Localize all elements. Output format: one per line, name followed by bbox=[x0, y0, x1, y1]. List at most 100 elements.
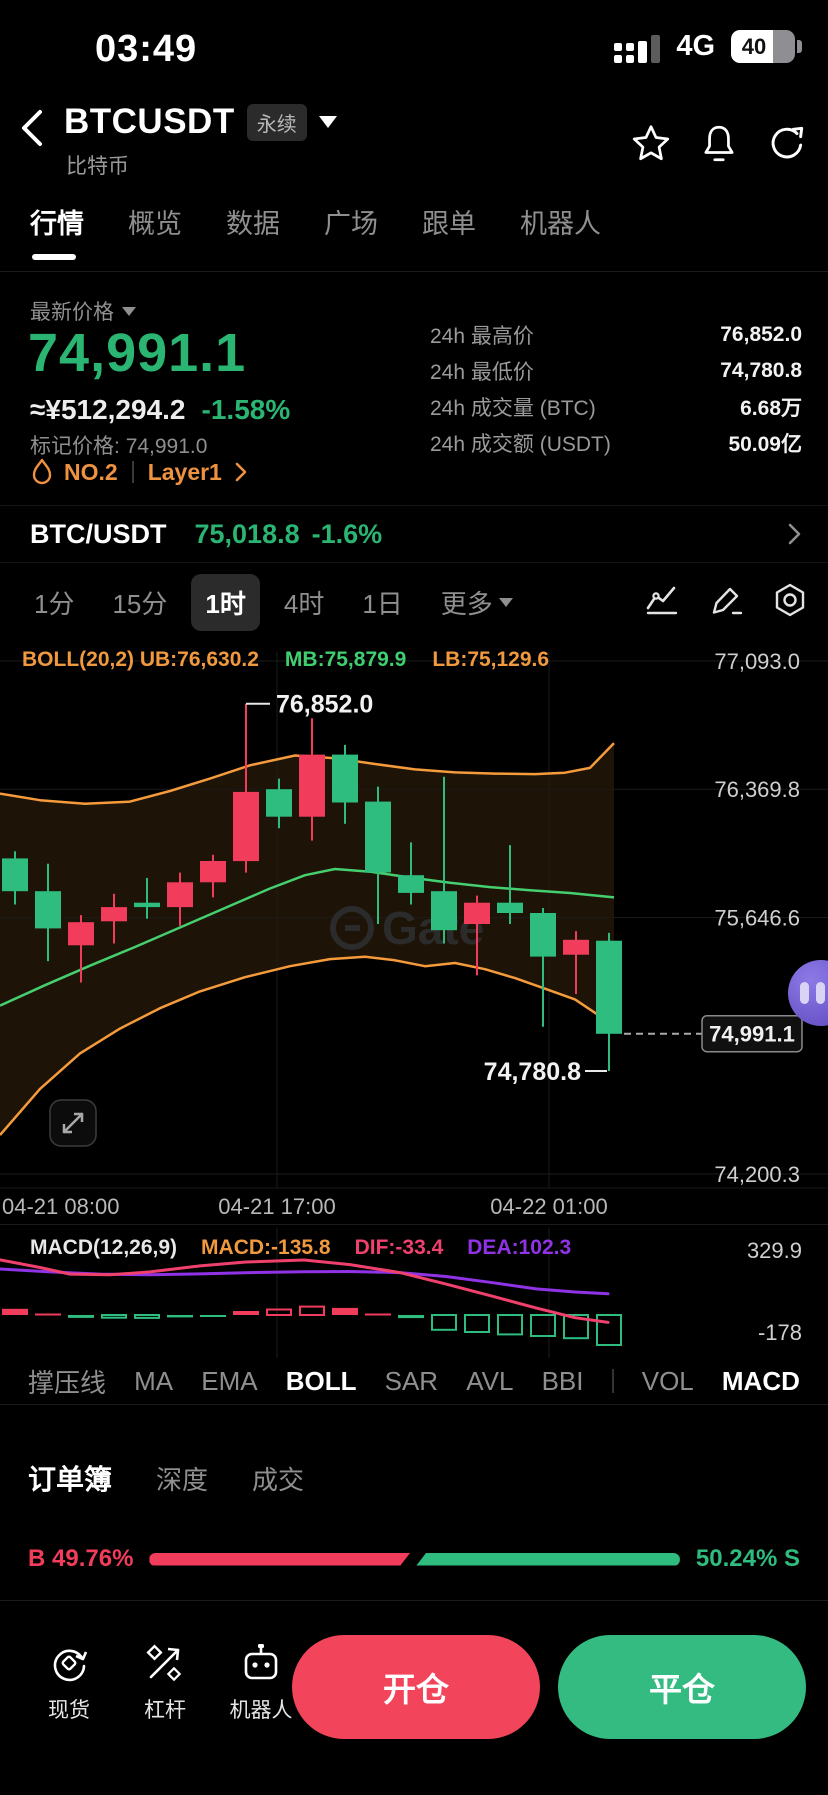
caret-down-icon bbox=[122, 306, 136, 316]
rank-badge: NO.2 bbox=[64, 458, 118, 485]
nav-tab-2[interactable]: 数据 bbox=[226, 209, 280, 239]
stat-label: 24h 成交量 (BTC) bbox=[430, 396, 596, 420]
mark-price: 标记价格: 74,991.0 bbox=[30, 435, 208, 458]
back-icon[interactable] bbox=[16, 106, 52, 150]
fiat-value: ≈¥512,294.2 bbox=[30, 394, 186, 425]
footer-item-1[interactable]: 杠杆 bbox=[120, 1640, 210, 1724]
divider bbox=[0, 271, 828, 272]
symbol-title[interactable]: BTCUSDT 永续 bbox=[64, 102, 337, 142]
caret-down-icon[interactable] bbox=[318, 116, 337, 128]
timeframe-tab-3[interactable]: 4时 bbox=[283, 589, 325, 619]
chevron-right-icon bbox=[235, 462, 247, 482]
footer-item-2[interactable]: 机器人 bbox=[216, 1640, 306, 1724]
indicator-tab-0[interactable]: 撑压线 bbox=[28, 1367, 107, 1398]
svg-text:76,852.0: 76,852.0 bbox=[276, 691, 373, 719]
status-icons: 4G 40 bbox=[614, 30, 802, 63]
robot-icon bbox=[244, 1644, 278, 1680]
stat-value: 74,780.8 bbox=[720, 358, 802, 382]
latest-price-selector[interactable]: 最新价格 bbox=[30, 296, 136, 326]
tab-group-divider bbox=[611, 1369, 614, 1393]
macd-legend: MACD(12,26,9) MACD:-135.8 DIF:-33.4 DEA:… bbox=[30, 1236, 571, 1260]
indicator-tab-7[interactable]: VOL bbox=[641, 1365, 694, 1396]
indicator-tab-4[interactable]: SAR bbox=[384, 1365, 439, 1396]
orderbook-tab-0[interactable]: 订单簿 bbox=[28, 1464, 113, 1495]
divider bbox=[0, 1224, 828, 1225]
svg-text:77,093.0: 77,093.0 bbox=[714, 649, 800, 674]
latest-price-label: 最新价格 bbox=[30, 301, 114, 324]
stat-label: 24h 成交额 (USDT) bbox=[430, 432, 611, 456]
star-icon[interactable] bbox=[630, 122, 672, 164]
svg-text:75,646.6: 75,646.6 bbox=[714, 906, 800, 931]
timeframe-tab-2[interactable]: 1时 bbox=[191, 574, 260, 631]
timeframe-tabs: 1分 15分 1时 4时 1日 更多 bbox=[20, 574, 527, 631]
timeframe-tab-4[interactable]: 1日 bbox=[362, 589, 403, 619]
indicator-tab-5[interactable]: AVL bbox=[466, 1365, 514, 1396]
timeframe-tab-5[interactable]: 更多 bbox=[427, 574, 527, 631]
spot-change: -1.6% bbox=[311, 518, 383, 549]
macd-params: MACD(12,26,9) bbox=[30, 1236, 178, 1259]
macd-pane[interactable]: MACD(12,26,9) MACD:-135.8 DIF:-33.4 DEA:… bbox=[0, 1228, 828, 1363]
indicator-tabs: 撑压线 MA EMA BOLL SAR AVL BBI VOL MACD bbox=[28, 1360, 800, 1402]
stats-24h: 24h 最高价 76,852.0 24h 最低价 74,780.8 24h 成交量 (B… bbox=[430, 320, 802, 464]
flame-icon bbox=[32, 458, 52, 485]
stat-row-2: 24h 成交量 (BTC) 6.68万 bbox=[430, 392, 802, 421]
svg-text:74,780.8: 74,780.8 bbox=[484, 1058, 581, 1086]
macd-value: MACD:-135.8 bbox=[201, 1236, 331, 1259]
tag-label: Layer1 bbox=[147, 458, 222, 485]
divider bbox=[0, 1600, 828, 1601]
rank-row[interactable]: NO.2 Layer1 bbox=[30, 458, 250, 486]
trend-icon[interactable] bbox=[644, 582, 680, 618]
leverage-icon bbox=[146, 1644, 182, 1682]
boll-mb: MB:75,879.9 bbox=[284, 648, 407, 671]
caret-down-icon bbox=[498, 598, 513, 607]
indicator-tab-6[interactable]: BBI bbox=[541, 1365, 584, 1396]
header-actions bbox=[630, 122, 808, 164]
symbol: BTCUSDT bbox=[64, 102, 235, 141]
stat-value: 50.09亿 bbox=[728, 432, 802, 456]
timeframe-tab-1[interactable]: 15分 bbox=[112, 589, 168, 619]
boll-lb: LB:75,129.6 bbox=[432, 648, 550, 671]
footer-item-0[interactable]: 现货 bbox=[24, 1640, 114, 1724]
macd-axis-top: 329.9 bbox=[746, 1238, 802, 1263]
indicator-tab-3[interactable]: BOLL bbox=[285, 1365, 357, 1396]
nav-tab-3[interactable]: 广场 bbox=[324, 209, 378, 239]
refresh-icon[interactable] bbox=[766, 122, 808, 164]
indicator-tab-2[interactable]: EMA bbox=[201, 1365, 258, 1396]
signal-icon bbox=[614, 31, 661, 63]
chart-tools bbox=[644, 582, 808, 618]
contract-badge: 永续 bbox=[246, 103, 307, 141]
stat-row-0: 24h 最高价 76,852.0 bbox=[430, 320, 802, 349]
nav-tab-4[interactable]: 跟单 bbox=[422, 209, 476, 239]
fiat-row: ≈¥512,294.2 -1.58% bbox=[30, 394, 290, 426]
clock: 03:49 bbox=[95, 28, 198, 70]
spot-price: 75,018.8 bbox=[194, 518, 300, 549]
footer-item-label: 现货 bbox=[48, 1699, 90, 1722]
orderbook-tab-1[interactable]: 深度 bbox=[156, 1464, 209, 1495]
candlestick-chart[interactable]: Gate 76,852.0 74,780.8 74,991.1 77,093.0 76,3… bbox=[0, 556, 828, 1228]
last-price: 74,991.1 bbox=[28, 323, 247, 383]
open-position-button[interactable]: 开仓 bbox=[292, 1635, 540, 1739]
orderbook-tabs: 订单簿 深度 成交 bbox=[28, 1458, 304, 1498]
footer-item-label: 杠杆 bbox=[144, 1699, 186, 1722]
bell-icon[interactable] bbox=[698, 122, 740, 164]
boll-ub: BOLL(20,2) UB:76,630.2 bbox=[22, 648, 259, 671]
close-position-button[interactable]: 平仓 bbox=[558, 1635, 806, 1739]
change-24h: -1.58% bbox=[201, 394, 291, 425]
edit-icon[interactable] bbox=[708, 582, 744, 618]
nav-tab-5[interactable]: 机器人 bbox=[520, 209, 601, 239]
active-tab-underline bbox=[32, 254, 76, 260]
nav-tab-1[interactable]: 概览 bbox=[128, 209, 182, 239]
orderbook-tab-2[interactable]: 成交 bbox=[252, 1464, 305, 1495]
chevron-right-icon bbox=[788, 523, 801, 545]
spot-icon bbox=[53, 1649, 88, 1682]
nav-tab-0[interactable]: 行情 bbox=[30, 209, 84, 239]
watermark: Gate bbox=[330, 902, 484, 954]
spot-pair-row[interactable]: BTC/USDT 75,018.8 -1.6% bbox=[0, 505, 828, 563]
dea-value: DEA:102.3 bbox=[467, 1236, 572, 1259]
indicator-tab-1[interactable]: MA bbox=[134, 1365, 174, 1396]
settings-icon[interactable] bbox=[772, 582, 808, 618]
symbol-subtitle: 比特币 bbox=[66, 155, 129, 178]
timeframe-tab-0[interactable]: 1分 bbox=[34, 589, 75, 619]
indicator-tab-8[interactable]: MACD bbox=[721, 1365, 800, 1396]
